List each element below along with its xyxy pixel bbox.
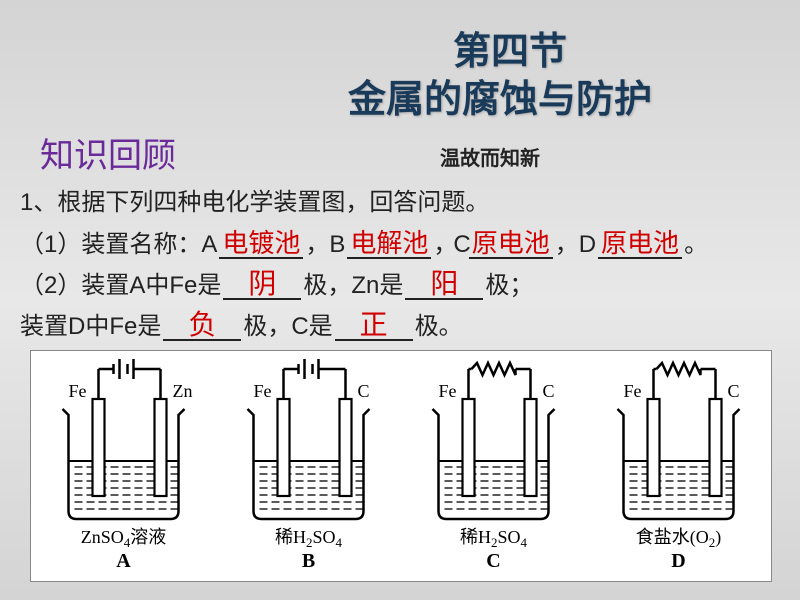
- svg-text:ZnSO4溶液: ZnSO4溶液: [81, 527, 167, 550]
- svg-text:稀H2SO4: 稀H2SO4: [275, 527, 343, 550]
- svg-text:Zn: Zn: [173, 381, 193, 401]
- svg-text:Fe: Fe: [254, 381, 272, 401]
- blank-fu: 负: [163, 313, 241, 341]
- beaker-D: Fe C 食盐水(O2) D: [586, 351, 771, 581]
- q1-2-l2b: 极，C是: [243, 313, 332, 340]
- q1-2-prefix: （2）装置A中Fe是: [20, 272, 221, 299]
- beaker-A: Fe Zn ZnSO4溶液 A: [31, 351, 216, 581]
- answer-B: 电解池: [350, 229, 428, 258]
- beaker-C: Fe C 稀H2SO4 C: [401, 351, 586, 581]
- answer-D: 原电池: [601, 229, 679, 258]
- svg-text:A: A: [116, 550, 131, 572]
- beaker-B: Fe C 稀H2SO4 B: [216, 351, 401, 581]
- review-heading: 知识回顾: [40, 128, 176, 177]
- q1-1-c: ，C: [433, 231, 466, 258]
- beaker-diagram: Fe C 食盐水(O2) D: [586, 351, 771, 581]
- answer-yin: 阴: [248, 269, 276, 300]
- answer-zheng: 正: [360, 310, 388, 341]
- blank-yang: 阳: [405, 272, 483, 300]
- question-1-1: （1）装置名称：A电镀池，B电解池，C原电池，D原电池。: [20, 224, 708, 259]
- svg-text:Fe: Fe: [624, 381, 642, 401]
- blank-C: 原电池: [469, 231, 553, 259]
- svg-text:C: C: [543, 381, 555, 401]
- beaker-diagram: Fe Zn ZnSO4溶液 A: [31, 351, 216, 581]
- q1-1-end: 。: [684, 231, 708, 258]
- answer-C: 原电池: [472, 229, 550, 258]
- beaker-diagram: Fe C 稀H2SO4 C: [401, 351, 586, 581]
- beaker-diagram: Fe C 稀H2SO4 B: [216, 351, 401, 581]
- section-number: 第四节: [0, 20, 800, 75]
- answer-yang: 阳: [430, 269, 458, 300]
- question-1-2-line1: （2）装置A中Fe是阴极，Zn是阳极；: [20, 265, 533, 300]
- section-title: 金属的腐蚀与防护: [0, 68, 800, 123]
- blank-zheng: 正: [335, 313, 413, 341]
- q1-2-mid2: 极；: [485, 272, 533, 299]
- blank-D: 原电池: [598, 231, 682, 259]
- svg-text:C: C: [486, 550, 500, 572]
- diagram-container: Fe Zn ZnSO4溶液 A Fe C 稀H2SO4 B Fe C 稀H2S: [30, 350, 772, 582]
- svg-text:C: C: [728, 381, 740, 401]
- svg-text:B: B: [302, 550, 315, 572]
- svg-text:Fe: Fe: [439, 381, 457, 401]
- subtitle: 温故而知新: [440, 142, 540, 171]
- answer-fu: 负: [188, 310, 216, 341]
- blank-A: 电镀池: [219, 231, 303, 259]
- svg-text:D: D: [671, 550, 685, 572]
- q1-1-prefix: （1）装置名称：A: [20, 231, 217, 258]
- svg-text:食盐水(O2): 食盐水(O2): [636, 527, 722, 550]
- q1-2-l2a: 装置D中Fe是: [20, 313, 161, 340]
- svg-text:Fe: Fe: [69, 381, 87, 401]
- q1-2-l2c: 极。: [415, 313, 463, 340]
- svg-text:C: C: [358, 381, 370, 401]
- svg-text:稀H2SO4: 稀H2SO4: [460, 527, 528, 550]
- q1-2-mid1: 极，Zn是: [303, 272, 403, 299]
- q1-1-b: ，B: [305, 231, 345, 258]
- question-1-intro: 1、根据下列四种电化学装置图，回答问题。: [20, 182, 489, 217]
- question-1-2-line2: 装置D中Fe是负极，C是 正极。: [20, 306, 463, 341]
- blank-yin: 阴: [223, 272, 301, 300]
- blank-B: 电解池: [347, 231, 431, 259]
- q1-1-d: ，D: [555, 231, 596, 258]
- answer-A: 电镀池: [222, 229, 300, 258]
